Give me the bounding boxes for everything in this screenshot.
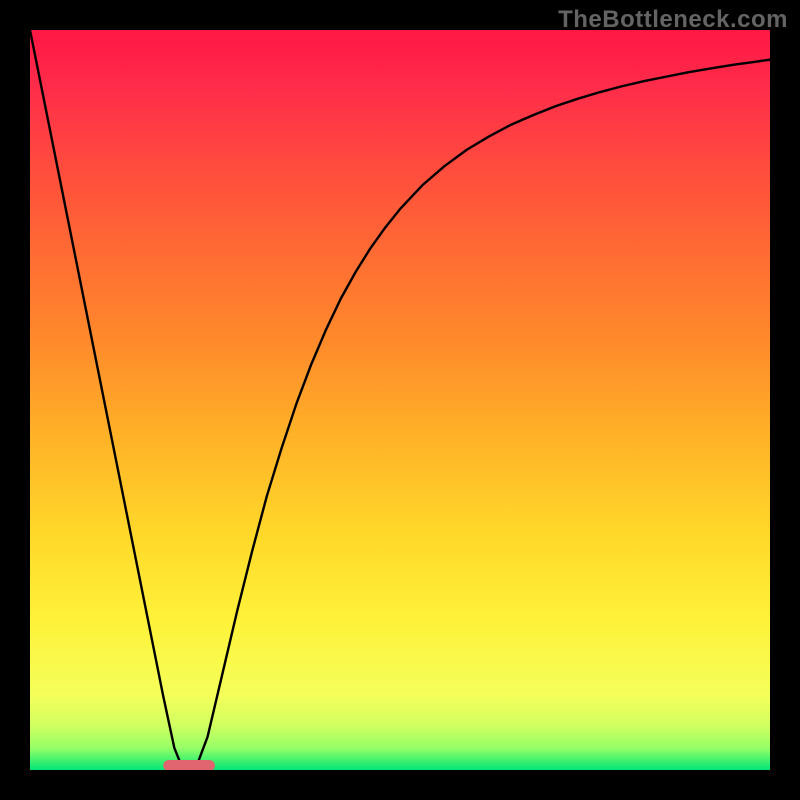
chart-root: TheBottleneck.com xyxy=(0,0,800,800)
optimum-marker xyxy=(163,760,215,770)
plot-svg xyxy=(30,30,770,770)
plot-area xyxy=(30,30,770,770)
gradient-background xyxy=(30,30,770,770)
